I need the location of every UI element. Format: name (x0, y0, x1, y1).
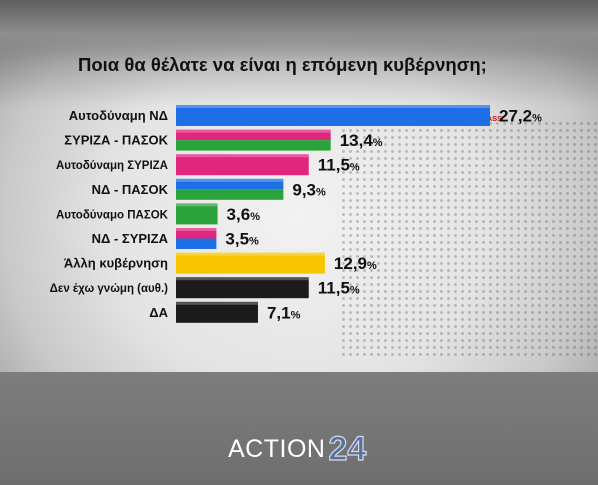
footer-band (0, 372, 598, 485)
category-label: Αυτοδύναμη ΣΥΡΙΖΑ (56, 160, 168, 172)
value-unit: % (249, 236, 259, 248)
bar-highlight (176, 301, 258, 305)
bar-segment (176, 129, 331, 141)
value-unit: % (316, 186, 326, 198)
value-number: 13,4 (340, 131, 374, 150)
bar-segment (176, 238, 217, 249)
bar-segment (176, 277, 309, 299)
bar (176, 105, 490, 126)
category-label: ΝΔ - ΠΑΣΟΚ (92, 182, 169, 197)
bar-segment (176, 140, 331, 151)
value-label: 27,2% (499, 107, 542, 126)
value-label: 11,5% (318, 279, 360, 298)
bar (176, 228, 217, 249)
category-label: Αυτοδύναμο ΠΑΣΟΚ (56, 209, 169, 221)
value-unit: % (532, 113, 542, 125)
category-label: ΔΑ (149, 305, 168, 320)
bar-segment (176, 301, 258, 323)
bar-segment (176, 252, 325, 274)
bar-highlight (176, 105, 490, 108)
bar-segment (176, 189, 284, 200)
bar-highlight (176, 203, 218, 207)
bar-highlight (176, 178, 284, 182)
logo-number: 24 (328, 429, 367, 468)
bar (176, 301, 258, 323)
value-unit: % (367, 260, 377, 272)
value-label: 13,4% (340, 131, 383, 150)
value-number: 7,1 (267, 303, 291, 322)
category-label: ΝΔ - ΣΥΡΙΖΑ (92, 231, 169, 246)
category-label: Δεν έχω γνώμη (αυθ.) (50, 283, 169, 295)
value-number: 11,5 (318, 156, 350, 175)
bar (176, 154, 309, 176)
value-label: 3,6% (227, 205, 261, 224)
value-label: 9,3% (292, 180, 326, 199)
value-label: 7,1% (267, 303, 301, 322)
value-number: 27,2 (499, 107, 532, 126)
bar-segment (176, 154, 309, 176)
chart-title: Ποια θα θέλατε να είναι η επόμενη κυβέρν… (78, 54, 487, 75)
value-number: 3,6 (227, 205, 251, 224)
bar (176, 129, 331, 151)
bar-highlight (176, 252, 325, 256)
value-number: 9,3 (292, 180, 316, 199)
value-unit: % (250, 211, 260, 223)
bar (176, 178, 284, 200)
value-label: 3,5% (225, 230, 259, 249)
bar-highlight (176, 277, 309, 281)
channel-logo: ACTION 24 (228, 424, 367, 474)
value-number: 11,5 (318, 279, 350, 298)
value-number: 12,9 (334, 254, 367, 273)
bar (176, 203, 218, 225)
value-label: 12,9% (334, 254, 377, 273)
bar-highlight (176, 154, 309, 158)
bar-highlight (176, 228, 217, 231)
bar-segment (176, 105, 490, 126)
value-unit: % (291, 309, 301, 321)
value-label: 11,5% (318, 156, 360, 175)
logo-text: ACTION (228, 434, 326, 463)
value-number: 3,5 (225, 230, 249, 249)
bar-segment (176, 178, 284, 190)
category-label: Αυτοδύναμη ΝΔ (69, 108, 168, 123)
background-photo (0, 0, 598, 62)
bar-highlight (176, 129, 331, 133)
halftone-pattern (340, 120, 598, 360)
category-label: Άλλη κυβέρνηση (64, 256, 168, 271)
value-unit: % (350, 162, 360, 174)
value-unit: % (350, 285, 360, 297)
category-label: ΣΥΡΙΖΑ - ΠΑΣΟΚ (64, 133, 168, 148)
bar (176, 252, 325, 274)
bar-segment (176, 203, 218, 225)
bar (176, 277, 309, 299)
bar-segment (176, 228, 217, 239)
value-unit: % (373, 137, 383, 149)
